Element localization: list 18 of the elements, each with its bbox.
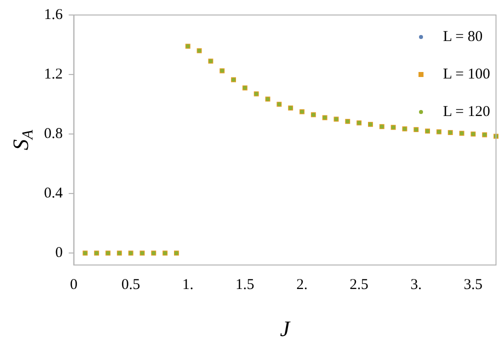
y-tick-label: 0.4 (44, 186, 64, 202)
x-tick-label: 2. (296, 276, 308, 293)
x-tick-label: 1. (182, 276, 194, 293)
x-tick-label: 3.5 (464, 276, 483, 293)
y-tick-label: 1.2 (44, 66, 63, 82)
y-tick-label: 1.6 (44, 6, 64, 23)
legend-label: L = 80 (443, 28, 483, 45)
x-tick-label: 0.5 (121, 276, 140, 293)
x-axis-title: J (280, 316, 291, 341)
x-tick-label: 2.5 (350, 276, 368, 293)
x-tick-label: 3. (410, 276, 422, 293)
legend-label: L = 100 (443, 66, 490, 82)
y-axis-title: SA (8, 129, 37, 150)
x-tick-label: 0 (70, 276, 78, 293)
x-tick-label: 1.5 (236, 276, 254, 293)
legend-label: L = 120 (443, 104, 490, 120)
y-tick-label: 0 (55, 245, 63, 262)
y-tick-label: 0.8 (44, 126, 63, 142)
